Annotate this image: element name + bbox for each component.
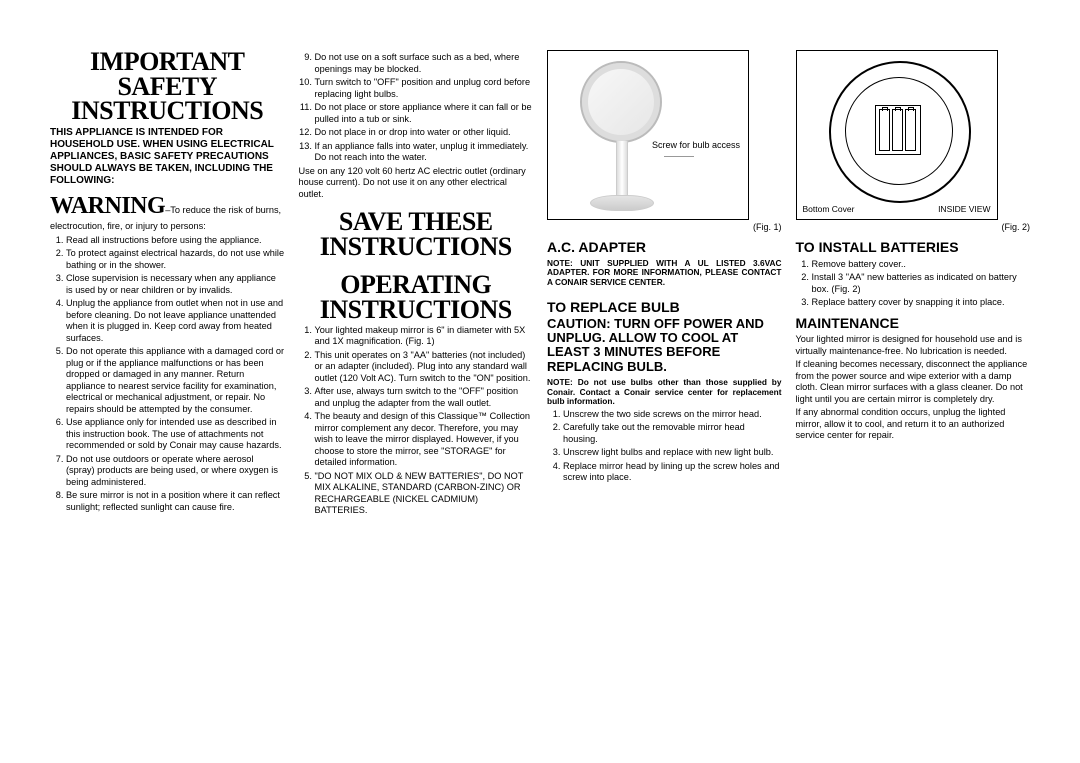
safety-title: IMPORTANT SAFETY INSTRUCTIONS [50, 50, 285, 124]
column-1: IMPORTANT SAFETY INSTRUCTIONS THIS APPLI… [50, 50, 285, 519]
column-2: Do not use on a soft surface such as a b… [299, 50, 534, 519]
document-page: IMPORTANT SAFETY INSTRUCTIONS THIS APPLI… [0, 0, 1080, 569]
replace-bulb-head: TO REPLACE BULB [547, 299, 782, 317]
fig1-caption: (Fig. 1) [547, 222, 782, 233]
column-4: Bottom Cover INSIDE VIEW (Fig. 2) TO INS… [796, 50, 1031, 519]
install-batteries-list: Remove battery cover.. Install 3 "AA" ne… [796, 259, 1031, 309]
replace-bulb-list: Unscrew the two side screws on the mirro… [547, 409, 782, 484]
operating-list: Your lighted makeup mirror is 6" in diam… [299, 325, 534, 517]
mirror-illustration [580, 61, 662, 143]
maintenance-p2: If cleaning becomes necessary, disconnec… [796, 359, 1031, 405]
list-item: Replace battery cover by snapping it int… [812, 297, 1031, 309]
list-item: Do not operate this appliance with a dam… [66, 346, 285, 415]
list-item: Unplug the appliance from outlet when no… [66, 298, 285, 344]
maintenance-p1: Your lighted mirror is designed for hous… [796, 334, 1031, 357]
figure-1: Screw for bulb access [547, 50, 749, 220]
list-item: This unit operates on 3 "AA" batteries (… [315, 350, 534, 385]
maintenance-head: MAINTENANCE [796, 315, 1031, 333]
safety-list: Read all instructions before using the a… [50, 235, 285, 514]
ac-adapter-note: NOTE: UNIT SUPPLIED WITH A UL LISTED 3.6… [547, 259, 782, 288]
list-item: Use appliance only for intended use as d… [66, 417, 285, 452]
list-item: Replace mirror head by lining up the scr… [563, 461, 782, 484]
list-item: Unscrew the two side screws on the mirro… [563, 409, 782, 421]
list-item: Do not use outdoors or operate where aer… [66, 454, 285, 489]
list-item: The beauty and design of this Classique™… [315, 411, 534, 469]
bulb-note: NOTE: Do not use bulbs other than those … [547, 378, 782, 407]
operating-title: OPERATING INSTRUCTIONS [299, 273, 534, 322]
fig2-bottom-cover-label: Bottom Cover [803, 204, 855, 215]
list-item: Do not place in or drop into water or ot… [315, 127, 534, 139]
battery-box-icon [875, 105, 921, 155]
list-item: Install 3 "AA" new batteries as indicate… [812, 272, 1031, 295]
outlet-note: Use on any 120 volt 60 hertz AC electric… [299, 166, 534, 201]
fig2-caption: (Fig. 2) [796, 222, 1031, 233]
list-item: Be sure mirror is not in a position wher… [66, 490, 285, 513]
safety-intro: THIS APPLIANCE IS INTENDED FOR HOUSEHOLD… [50, 127, 285, 187]
column-3: Screw for bulb access (Fig. 1) A.C. ADAP… [547, 50, 782, 519]
list-item: "DO NOT MIX OLD & NEW BATTERIES", DO NOT… [315, 471, 534, 517]
figure-2: Bottom Cover INSIDE VIEW [796, 50, 998, 220]
list-item: To protect against electrical hazards, d… [66, 248, 285, 271]
screw-label: Screw for bulb access [652, 141, 740, 151]
caution-text: CAUTION: TURN OFF POWER AND UNPLUG. ALLO… [547, 317, 782, 374]
list-item: Read all instructions before using the a… [66, 235, 285, 247]
list-item: Do not place or store appliance where it… [315, 102, 534, 125]
ac-adapter-head: A.C. ADAPTER [547, 239, 782, 257]
list-item: Turn switch to "OFF" position and unplug… [315, 77, 534, 100]
list-item: If an appliance falls into water, unplug… [315, 141, 534, 164]
list-item: Do not use on a soft surface such as a b… [315, 52, 534, 75]
maintenance-p3: If any abnormal condition occurs, unplug… [796, 407, 1031, 442]
install-batteries-head: TO INSTALL BATTERIES [796, 239, 1031, 257]
warning-heading: WARNING–To reduce the risk of burns, ele… [50, 191, 285, 233]
list-item: Remove battery cover.. [812, 259, 1031, 271]
list-item: Your lighted makeup mirror is 6" in diam… [315, 325, 534, 348]
list-item: Close supervision is necessary when any … [66, 273, 285, 296]
save-title: SAVE THESE INSTRUCTIONS [299, 210, 534, 259]
warning-label: WARNING [50, 193, 165, 219]
fig2-inside-view-label: INSIDE VIEW [938, 204, 990, 215]
list-item: Unscrew light bulbs and replace with new… [563, 447, 782, 459]
list-item: Carefully take out the removable mirror … [563, 422, 782, 445]
list-item: After use, always turn switch to the "OF… [315, 386, 534, 409]
safety-list-cont: Do not use on a soft surface such as a b… [299, 52, 534, 164]
